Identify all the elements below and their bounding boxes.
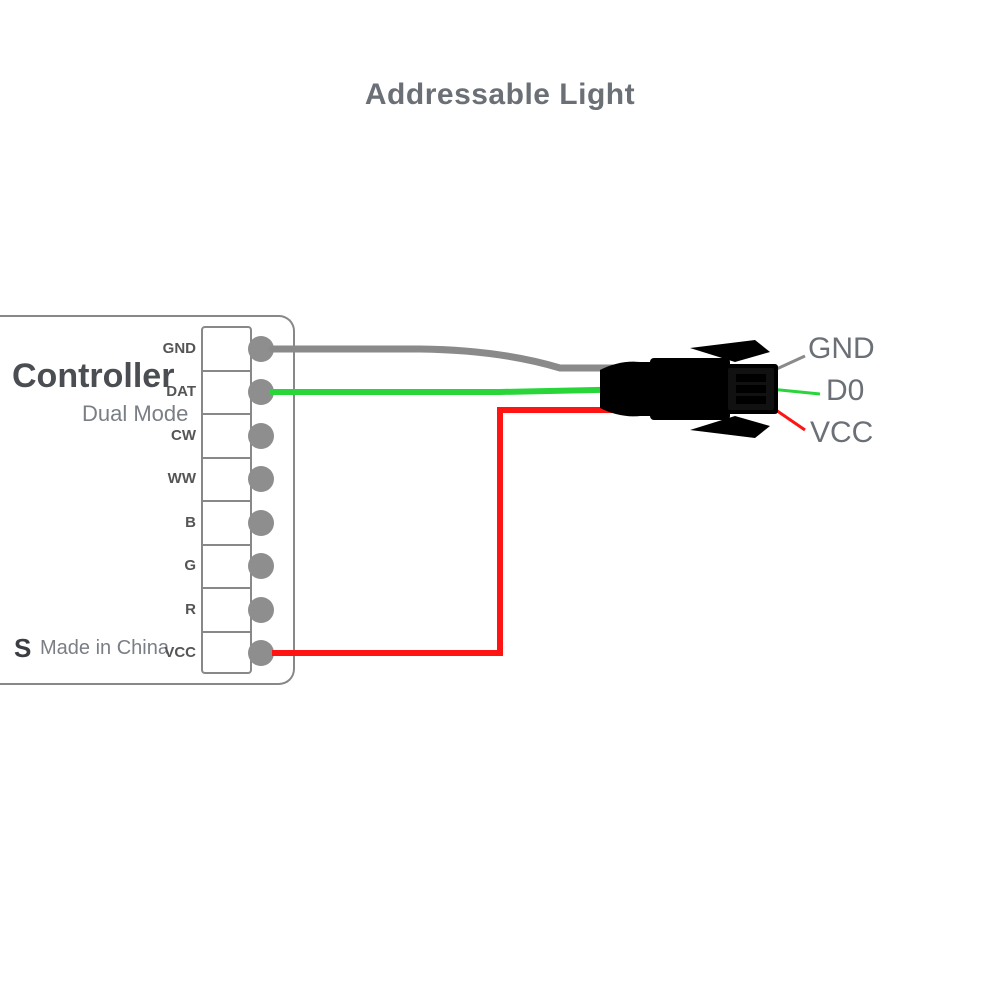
controller-subtitle: Dual Mode: [82, 401, 188, 427]
connector-label-vcc: VCC: [810, 416, 873, 450]
connector-label-d0: D0: [826, 374, 864, 408]
controller-badge: S: [14, 633, 31, 664]
connector-icon: [600, 340, 778, 438]
connector-label-gnd: GND: [808, 332, 875, 366]
diagram-title: Addressable Light: [0, 78, 1000, 112]
terminal-block: [201, 326, 252, 674]
